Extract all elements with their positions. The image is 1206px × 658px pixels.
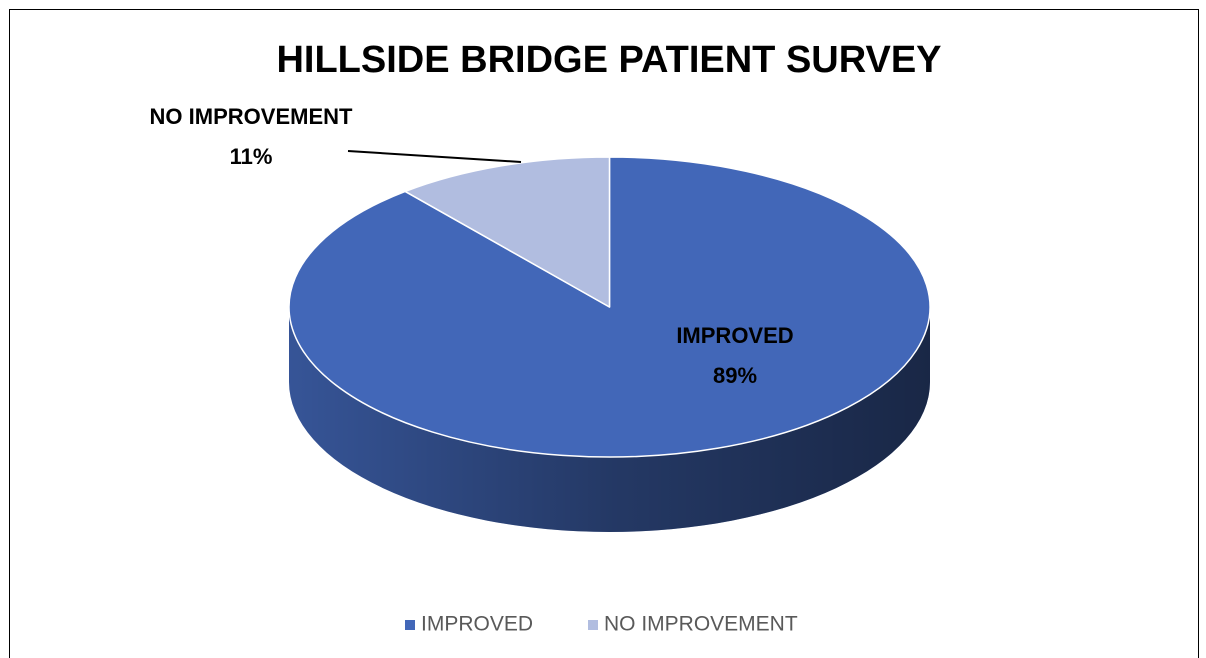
pie bbox=[288, 156, 931, 532]
pie-slice bbox=[404, 156, 611, 308]
category-label: NO IMPROVEMENT bbox=[150, 104, 353, 129]
chart-title: HILLSIDE BRIDGE PATIENT SURVEY bbox=[276, 39, 941, 81]
legend-label: IMPROVED bbox=[421, 613, 533, 636]
legend-swatch bbox=[405, 620, 415, 630]
legend-label: NO IMPROVEMENT bbox=[604, 613, 798, 636]
value-label: 89% bbox=[713, 363, 757, 388]
legend: IMPROVED NO IMPROVEMENT bbox=[405, 613, 798, 636]
value-label: 11% bbox=[230, 144, 273, 169]
pie-side-shade bbox=[289, 307, 930, 532]
chart-frame bbox=[9, 9, 1199, 658]
category-label: IMPROVED bbox=[676, 323, 793, 348]
leader-line bbox=[347, 150, 522, 163]
legend-swatch bbox=[588, 620, 598, 630]
